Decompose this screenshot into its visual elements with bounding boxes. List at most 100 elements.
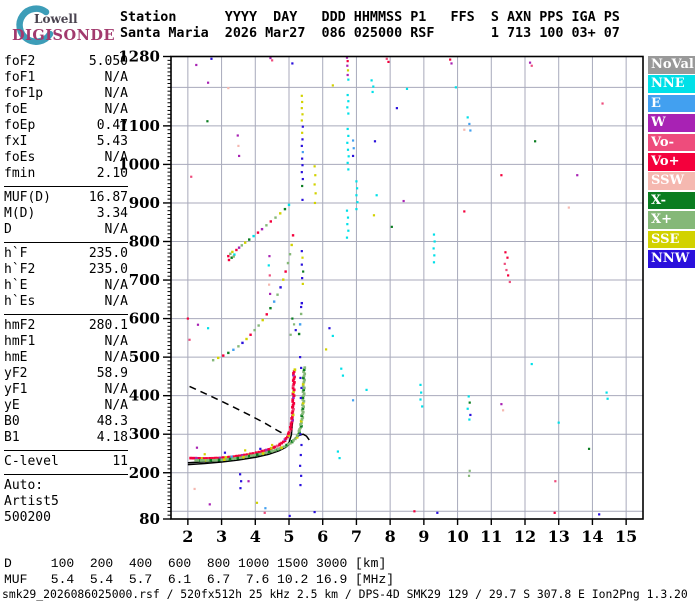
lowell-digisonde-logo: Lowell DIGISONDE — [6, 4, 118, 50]
f-trace-o-mode-dot — [291, 405, 294, 409]
noise-dot — [346, 60, 349, 63]
f-trace-x-mode-dot — [299, 419, 303, 423]
noise-dot — [468, 122, 471, 126]
legend-item-w: W — [648, 114, 695, 132]
parameter-value: N/A — [104, 102, 128, 117]
noise-dot — [299, 453, 302, 457]
noise-dot — [395, 107, 398, 110]
parameter-row: foF1 N/A — [4, 70, 128, 86]
noise-dot — [530, 64, 533, 67]
muf-row: MUF 5.4 5.4 5.7 6.1 6.7 7.6 10.2 16.9 [M… — [4, 571, 395, 587]
noise-dot — [269, 292, 272, 296]
noise-dot — [347, 100, 350, 103]
f-trace-o-mode-dot — [292, 394, 296, 398]
noise-dot — [301, 177, 304, 181]
f-trace-x-mode-dot — [298, 428, 301, 431]
noise-dot — [301, 164, 304, 167]
noise-dot — [601, 102, 604, 105]
autoscale-info-text: Artist5 — [4, 494, 59, 509]
f-trace-o-mode-dot — [292, 382, 296, 386]
parameter-row: foF2 5.050 — [4, 54, 128, 70]
second-order-echo-dot — [299, 312, 303, 316]
noise-dot — [346, 223, 349, 226]
noise-dot — [351, 399, 355, 402]
parameter-row: foF1p N/A — [4, 86, 128, 102]
noise-dot — [291, 317, 294, 320]
noise-dot — [227, 87, 230, 90]
panel-divider — [4, 314, 128, 315]
noise-dot — [345, 56, 349, 59]
f-trace-x-mode-dot — [200, 459, 203, 462]
second-order-echo-dot — [232, 348, 235, 352]
noise-dot — [351, 154, 355, 158]
y-axis-label: 300 — [129, 425, 160, 443]
noise-dot — [346, 73, 349, 77]
second-order-echo-dot — [290, 243, 293, 247]
noise-dot — [355, 194, 358, 197]
file-info-footer: smk29_2026086025000.rsf / 520fx512h 25 k… — [2, 587, 688, 601]
f-trace-o-mode-dot — [290, 411, 294, 415]
f-trace-o-mode-dot — [257, 450, 261, 454]
noise-dot — [469, 413, 472, 417]
third-order-echo-dot — [265, 224, 268, 227]
f-trace-o-mode-dot — [284, 437, 288, 440]
f-trace-o-mode-dot — [270, 446, 273, 450]
noise-dot — [346, 161, 349, 164]
third-order-echo-dot — [279, 212, 282, 215]
noise-dot — [300, 171, 303, 174]
noise-dot — [299, 433, 302, 436]
parameter-label: hmF1 — [4, 334, 36, 349]
parameter-label: hmE — [4, 350, 28, 365]
f-trace-x-mode-dot — [302, 376, 305, 380]
noise-dot — [505, 268, 508, 272]
parameter-label: C-level — [4, 454, 59, 469]
parameter-label: h`Es — [4, 294, 36, 309]
noise-dot — [390, 225, 393, 228]
y-axis-label: 200 — [129, 464, 160, 482]
f-trace-o-mode-dot — [238, 454, 241, 458]
second-order-echo-dot — [300, 301, 304, 305]
second-order-echo-dot — [257, 324, 260, 327]
f-trace-x-mode-dot — [302, 399, 306, 403]
f-trace-x-mode-dot — [244, 455, 248, 459]
f-trace-x-mode-dot — [297, 432, 300, 436]
noise-dot — [299, 356, 302, 359]
noise-dot — [347, 78, 350, 81]
noise-dot — [432, 261, 436, 264]
f-trace-x-mode-dot — [302, 370, 305, 374]
third-order-echo-dot — [229, 252, 232, 256]
f-trace-o-mode-dot — [249, 452, 252, 456]
noise-dot — [301, 100, 304, 104]
f-trace-x-mode-dot — [249, 454, 253, 458]
f-trace-o-mode-dot — [291, 379, 295, 382]
f-trace-x-mode-dot — [258, 452, 262, 456]
f-trace-x-mode-dot — [297, 429, 301, 433]
f-trace-o-mode-dot — [205, 457, 208, 460]
noise-dot — [302, 270, 305, 273]
parameter-value: N/A — [104, 150, 128, 165]
f-trace-x-mode-dot — [234, 456, 238, 460]
noise-dot — [314, 192, 317, 195]
noise-dot — [346, 216, 350, 219]
third-order-echo-dot — [231, 250, 234, 254]
f-trace-x-mode-dot — [301, 407, 305, 410]
third-order-echo-dot — [235, 248, 238, 252]
f-trace-x-mode-dot — [295, 434, 299, 438]
f-trace-o-mode-dot — [292, 396, 295, 399]
autoscale-info-row: 500200 — [4, 510, 128, 526]
noise-dot — [190, 175, 193, 178]
noise-dot — [313, 165, 316, 168]
f-trace-o-mode-dot — [218, 456, 222, 460]
noise-dot — [506, 256, 509, 259]
autoscale-info-text: 500200 — [4, 510, 51, 525]
legend-item-x: X- — [648, 191, 695, 210]
parameter-row: fxI 5.43 — [4, 134, 128, 150]
f-trace-o-mode-dot — [291, 413, 295, 417]
parameter-row: M(D) 3.34 — [4, 206, 128, 222]
noise-dot — [419, 383, 422, 386]
noise-dot — [463, 128, 466, 131]
f-trace-o-mode-dot — [291, 398, 295, 401]
y-axis-label: 1280 — [118, 48, 160, 66]
second-order-echo-dot — [261, 318, 264, 322]
noise-dot — [300, 443, 303, 447]
